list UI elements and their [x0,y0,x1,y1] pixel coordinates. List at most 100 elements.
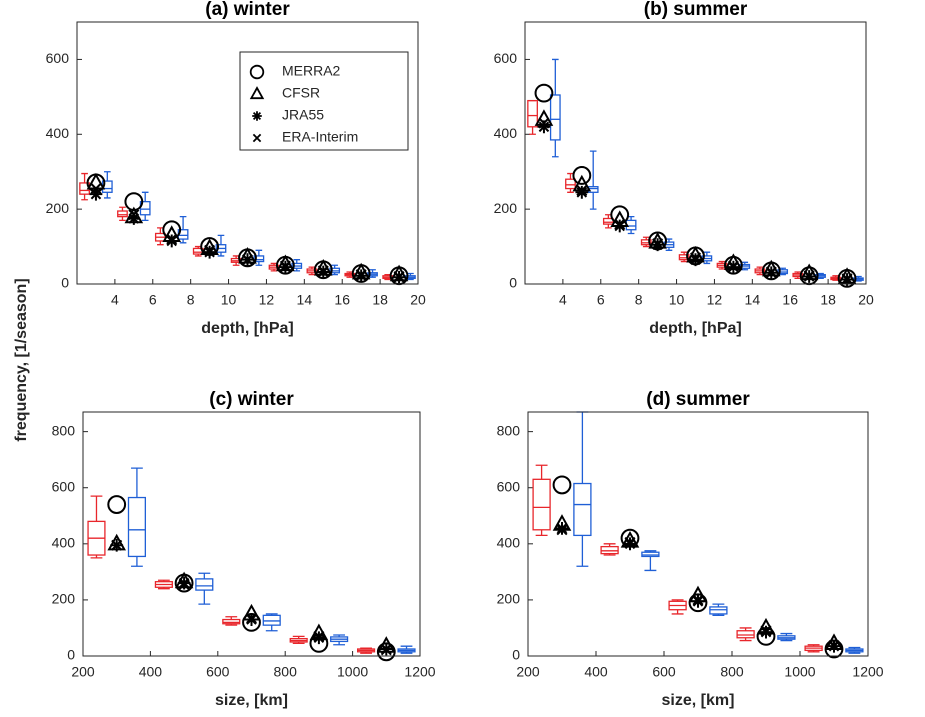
x-tick-label: 8 [187,292,195,308]
whisker [551,58,559,158]
whisker [642,236,650,248]
whisker [292,635,305,645]
x-tick-label: 400 [584,664,608,680]
y-tick-label: 0 [509,275,517,291]
marker-x [828,639,840,651]
marker-x [765,266,777,278]
x-tick-label: 1000 [784,664,815,680]
x-tick-label: 800 [274,664,298,680]
whisker [225,616,238,626]
box [222,618,241,625]
box [117,210,128,218]
legend-marker [252,111,262,121]
legend-label: ERA-Interim [282,129,358,145]
axes-box [76,21,419,285]
marker-x [111,539,123,551]
whisker [780,632,793,642]
box [641,551,660,558]
whisker [741,261,749,271]
marker-x [355,269,367,281]
x-axis-label: depth, [hPa] [201,320,293,337]
marker-circle [688,593,708,613]
x-tick-label: 18 [372,292,388,308]
panel-title: (a) winter [205,0,290,20]
y-tick-label: 200 [497,591,521,607]
y-tick-label: 600 [46,50,70,66]
marker-x [380,644,392,656]
y-tick-label: 400 [497,535,521,551]
x-axis-label: depth, [hPa] [649,320,741,337]
x-axis-label: size, [km] [215,692,288,709]
whisker [331,264,338,276]
marker-asterisk [575,185,589,199]
box [253,255,265,263]
x-tick-label: 10 [221,292,237,308]
marker-asterisk [537,120,551,134]
x-tick-label: 10 [669,292,685,308]
axes-box [524,21,867,285]
panel-title: (d) summer [646,389,750,410]
box [736,630,755,639]
whisker [605,214,612,229]
box [573,482,592,537]
x-tick-label: 14 [297,292,313,308]
whisker [739,627,752,642]
legend-marker [249,86,265,100]
x-tick-label: 6 [597,292,605,308]
x-tick-label: 1200 [404,664,435,680]
marker-x [317,265,329,277]
whisker [346,271,354,278]
whisker [265,613,278,632]
whisker [119,206,126,222]
x-tick-label: 200 [516,664,540,680]
marker-x [279,260,291,272]
marker-circle [534,83,554,103]
whisker [255,249,263,266]
marker-x [178,578,190,590]
legend-label: MERRA2 [282,63,341,79]
whisker [756,266,764,276]
box [195,578,214,591]
whisker [217,234,225,257]
x-tick-label: 600 [206,664,230,680]
y-tick-label: 0 [61,275,69,291]
marker-x [760,625,772,637]
marker-asterisk [613,219,627,233]
whisker [157,227,164,246]
whisker [576,411,589,567]
box [600,545,619,555]
box [127,496,146,558]
marker-asterisk [89,187,103,201]
whisker [589,150,597,210]
marker-asterisk [689,253,702,267]
whisker [270,262,278,272]
whisker [81,172,88,201]
whisker [369,269,376,278]
whisker [703,251,711,265]
marker-circle [552,475,572,495]
marker-x [313,630,325,642]
whisker [90,495,103,559]
whisker [103,171,111,199]
marker-x [90,183,102,195]
whisker [712,603,725,616]
legend-label: CFSR [282,85,320,101]
whisker [141,191,149,222]
y-tick-label: 600 [497,478,521,494]
marker-asterisk [203,245,217,259]
x-tick-label: 20 [410,292,426,308]
box [527,99,538,128]
whisker [535,464,548,537]
y-tick-label: 200 [494,200,518,216]
marker-x [245,612,258,624]
marker-x [166,233,178,245]
whisker [131,467,143,567]
marker-circle [107,495,127,514]
whisker [567,172,574,193]
y-tick-label: 400 [46,125,70,141]
whisker [157,579,170,590]
x-tick-label: 16 [782,292,798,308]
whisker [671,599,684,615]
